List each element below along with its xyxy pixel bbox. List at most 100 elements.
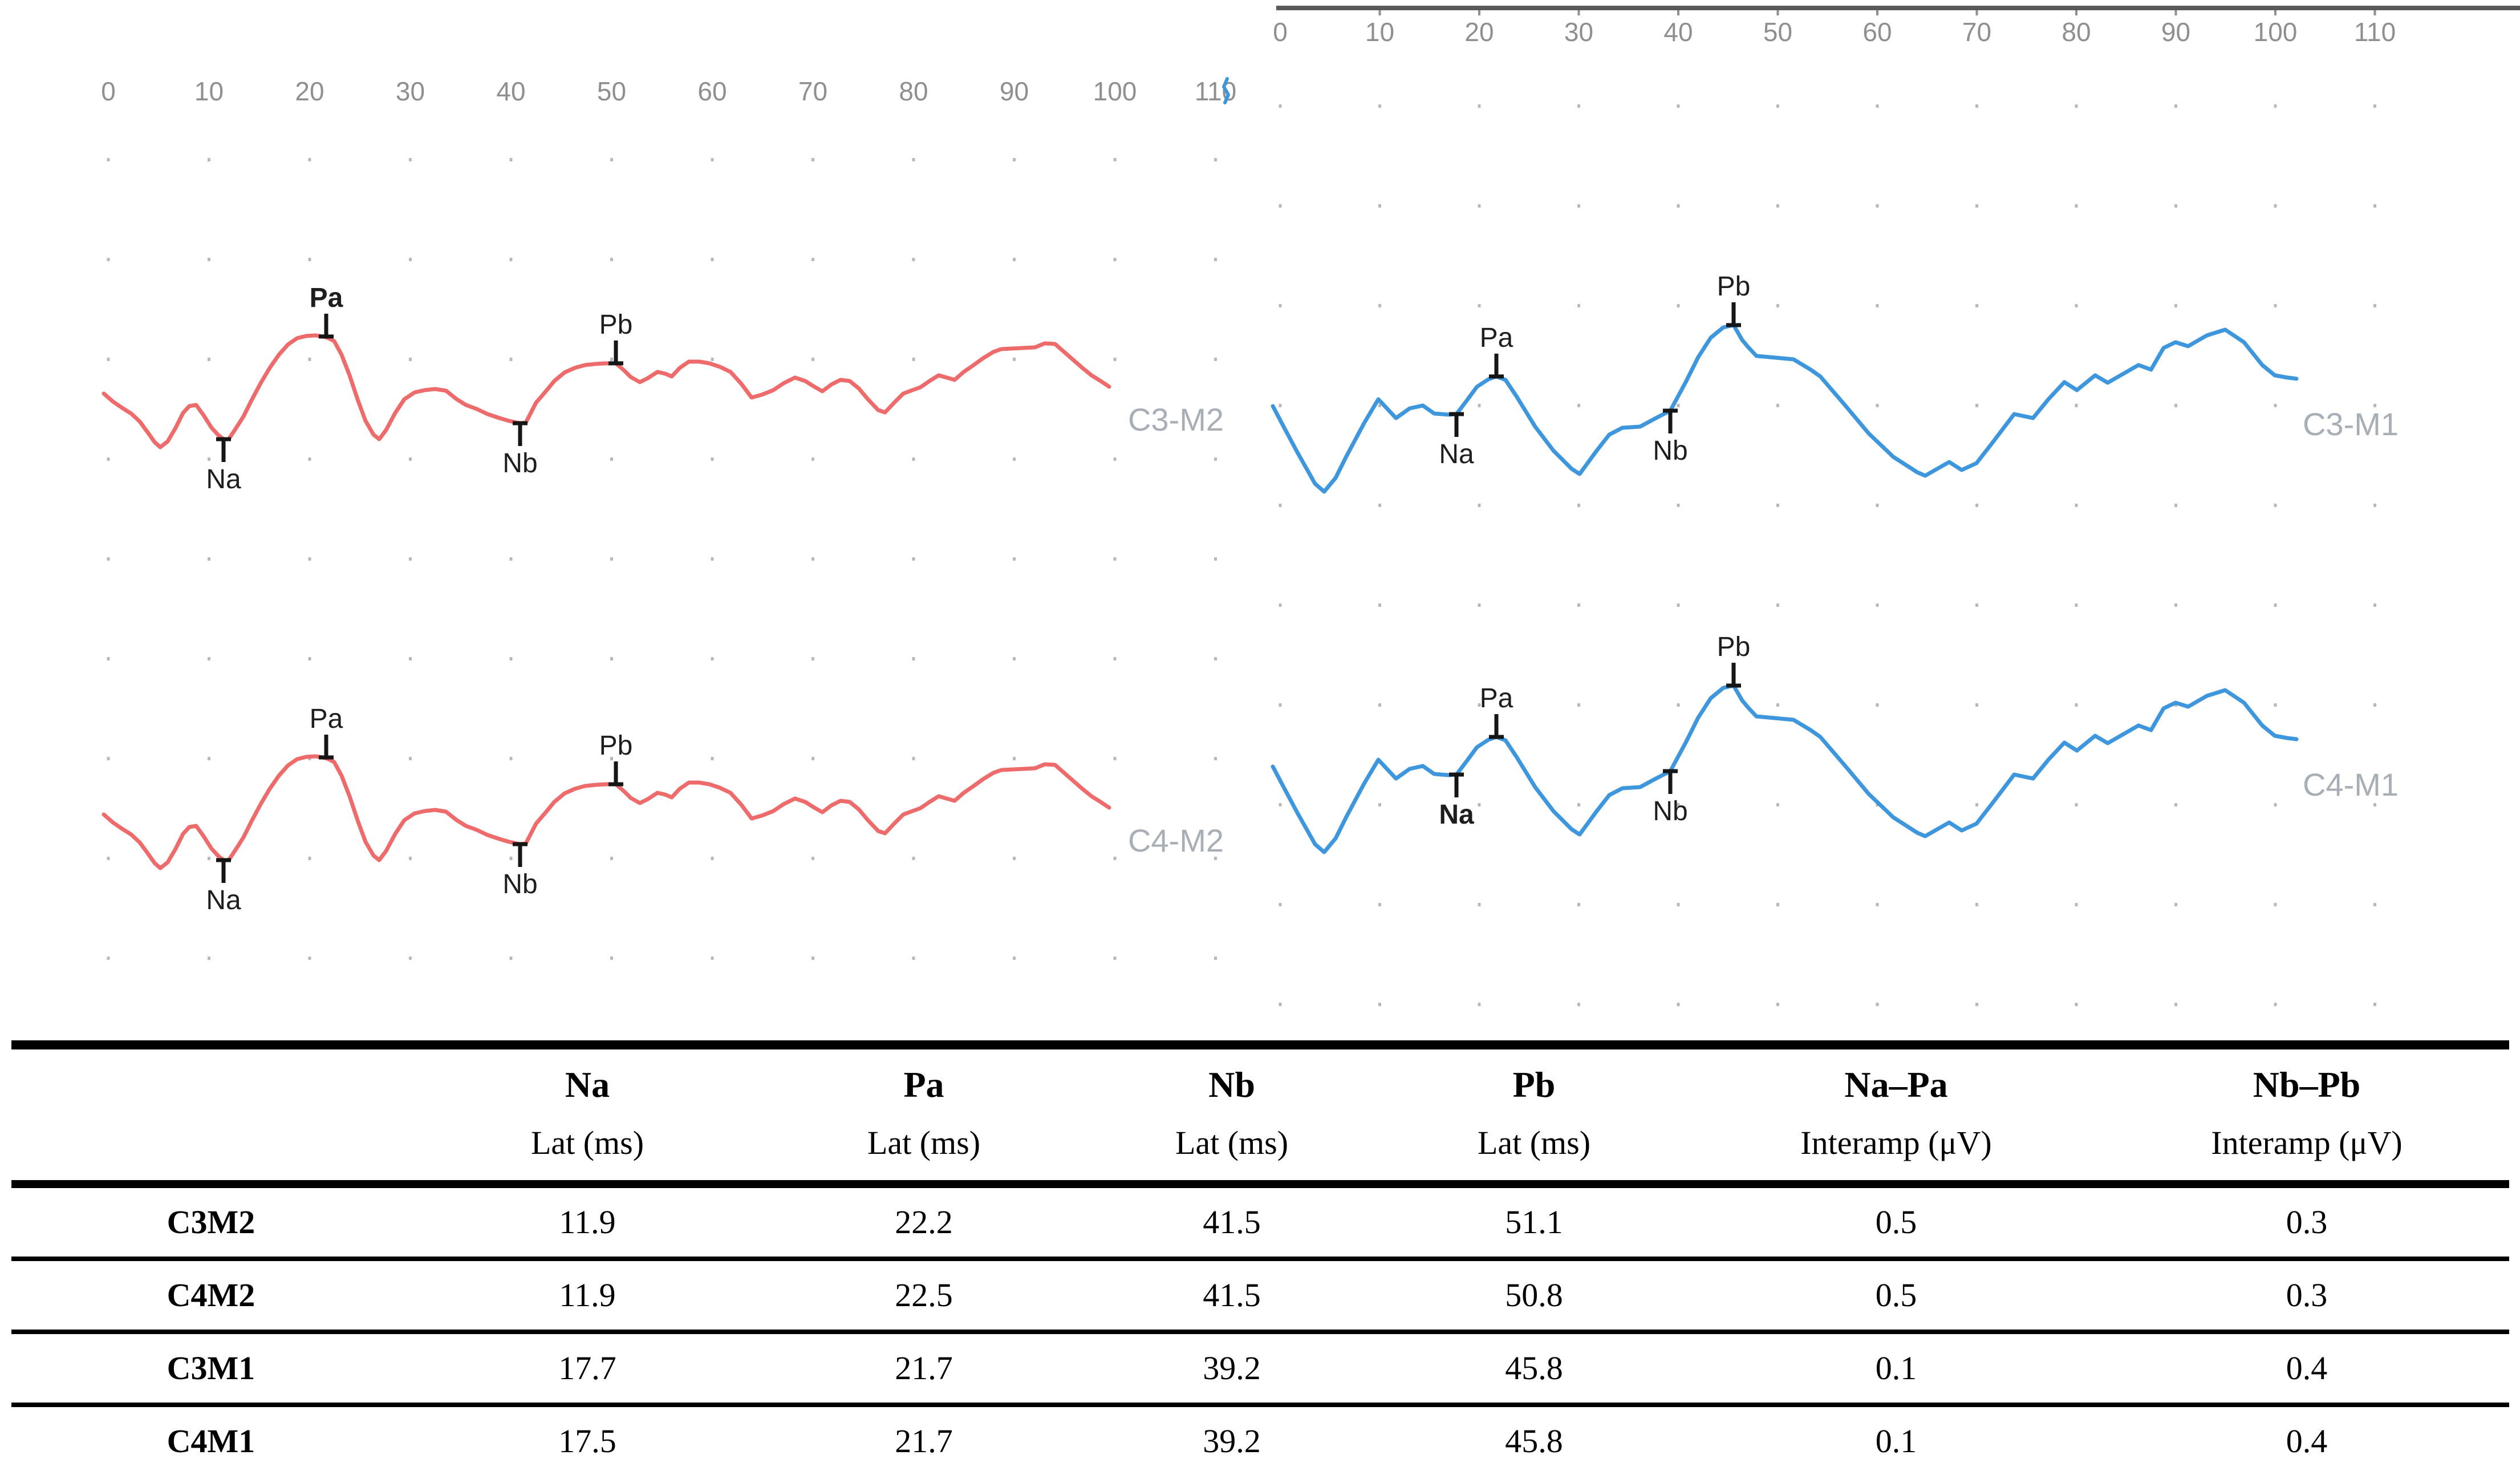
axis-tick-label: 30 — [1564, 17, 1593, 47]
grid-dot — [1013, 857, 1016, 860]
grid-dot — [811, 457, 814, 461]
grid-dot — [1876, 903, 1879, 906]
marker-label-Na: Na — [1439, 439, 1474, 469]
grid-dot — [1378, 903, 1381, 906]
grid-dot — [208, 457, 210, 461]
table-cell: 0.5 — [1688, 1256, 2104, 1332]
grid-dot — [1214, 358, 1217, 361]
marker-stem-Pb — [614, 341, 618, 362]
grid-dot — [1677, 104, 1680, 108]
header-unit-label: Interamp (μV) — [2211, 1124, 2403, 1161]
grid-dot — [711, 957, 714, 960]
marker-crossbar-Pb — [608, 782, 623, 787]
grid-dot — [1577, 903, 1580, 906]
grid-dot — [1975, 603, 1978, 607]
axis-tick-label: 40 — [496, 76, 525, 106]
header-unit-label: Interamp (μV) — [1800, 1124, 1992, 1161]
grid-dot — [409, 757, 412, 760]
marker-stem-Nb — [1668, 412, 1673, 433]
grid-dot — [509, 657, 513, 660]
table-header-cell: Na Lat (ms) — [411, 1045, 764, 1188]
grid-dot — [1279, 703, 1282, 707]
grid-dot — [1279, 204, 1282, 208]
grid-dot — [1776, 1003, 1779, 1006]
marker-stem-Pa — [324, 314, 328, 335]
table-header-cell: Pb Lat (ms) — [1380, 1045, 1688, 1188]
table-row: C4M2 11.9 22.5 41.5 50.8 0.5 0.3 — [11, 1256, 2509, 1332]
grid-dot — [2174, 903, 2177, 906]
table-body: C3M2 11.9 22.2 41.5 51.1 0.5 0.3 C4M2 11.9 22.5 41… — [11, 1184, 2509, 1459]
table-cell: 22.2 — [895, 1203, 953, 1241]
table-cell: 0.1 — [1688, 1329, 2104, 1405]
grid-dot — [1677, 404, 1680, 407]
marker-label-Pb: Pb — [599, 310, 633, 340]
grid-dot — [2174, 603, 2177, 607]
grid-dot — [409, 258, 412, 261]
grid-dot — [1378, 703, 1381, 707]
table-cell: 11.9 — [559, 1203, 616, 1241]
grid-dot — [1013, 258, 1016, 261]
ruler-tick — [2274, 10, 2276, 15]
table-head: Na Lat (ms) Pa Lat (ms) Nb Lat (ms) Pb Lat (ms)… — [11, 1045, 2509, 1188]
marker-label-Nb: Nb — [502, 869, 537, 899]
header-peak-label: Na — [565, 1064, 610, 1105]
results-table: Na Lat (ms) Pa Lat (ms) Nb Lat (ms) Pb Lat (ms)… — [11, 1040, 2509, 1459]
stray-trace-fragment — [1222, 77, 1230, 104]
grid-dot — [1378, 1003, 1381, 1006]
grid-dot — [2174, 803, 2177, 806]
table-cell: 17.7 — [411, 1329, 764, 1405]
grid-dot — [2274, 404, 2277, 407]
table-header-row: Na Lat (ms) Pa Lat (ms) Nb Lat (ms) Pb Lat (ms)… — [11, 1045, 2509, 1188]
marker-label-Pa: Pa — [1480, 683, 1513, 714]
grid-dot — [2373, 1003, 2376, 1006]
grid-dot — [1677, 204, 1680, 208]
marker-stem-Na — [1454, 415, 1459, 437]
table-cell: 11.9 — [411, 1256, 764, 1332]
grid-dot — [811, 158, 814, 161]
table-cell: 22.5 — [764, 1256, 1084, 1332]
grid-dot — [1279, 603, 1282, 607]
grid-dot — [107, 557, 110, 561]
grid-dot — [1677, 603, 1680, 607]
table-cell: 45.8 — [1380, 1402, 1688, 1459]
table-cell: 0.1 — [1688, 1402, 2104, 1459]
marker-crossbar-Pb — [608, 361, 623, 366]
grid-dot — [1478, 204, 1481, 208]
trace-name-label: C4-M1 — [2303, 767, 2399, 803]
grid-dot — [409, 857, 412, 860]
grid-dot — [2075, 1003, 2078, 1006]
marker-crossbar-Nb — [513, 421, 527, 425]
grid-dot — [1975, 903, 1978, 906]
header-unit-label: Lat (ms) — [1175, 1124, 1289, 1161]
marker-stem-Pa — [1494, 354, 1499, 375]
waveform-trace-C3-M2 — [102, 333, 1111, 449]
grid-dot — [1577, 204, 1580, 208]
grid-dot — [711, 457, 714, 461]
grid-dot — [409, 957, 412, 960]
table-row-label: C3M2 — [167, 1203, 255, 1241]
marker-stem-Pa — [1494, 714, 1499, 736]
grid-dot — [912, 857, 915, 860]
marker-stem-Pb — [1731, 663, 1736, 684]
grid-dot — [1577, 603, 1580, 607]
grid-dot — [2373, 504, 2376, 507]
grid-dot — [1113, 158, 1117, 161]
table-cell: 0.4 — [2104, 1402, 2509, 1459]
grid-dot — [1577, 504, 1580, 507]
axis-tick-label: 110 — [1195, 76, 1236, 106]
table-cell: 51.1 — [1505, 1203, 1563, 1241]
grid-dot — [308, 158, 311, 161]
header-peak-label: Pb — [1512, 1064, 1556, 1105]
marker-stem-Pb — [1731, 302, 1736, 324]
grid-dot — [2075, 304, 2078, 307]
grid-dot — [1577, 803, 1580, 806]
grid-dot — [2075, 204, 2078, 208]
grid-dot — [1279, 104, 1282, 108]
grid-dot — [811, 957, 814, 960]
marker-label-Pa: Pa — [310, 704, 343, 734]
ruler-tick — [2373, 10, 2376, 15]
grid-dot — [1677, 703, 1680, 707]
grid-dot — [2373, 104, 2376, 108]
grid-dot — [2075, 404, 2078, 407]
grid-dot — [1478, 903, 1481, 906]
